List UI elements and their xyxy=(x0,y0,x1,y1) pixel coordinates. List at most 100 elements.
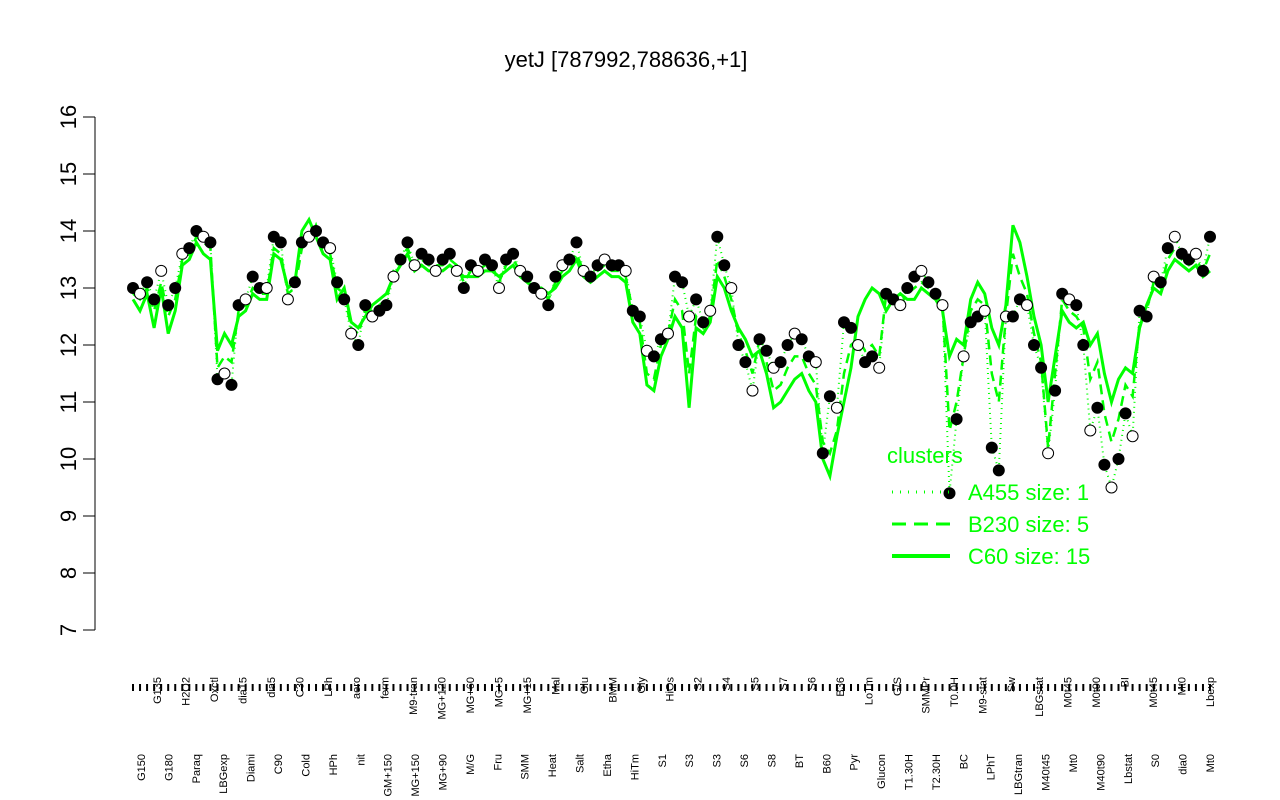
x-tick-label: Mt0 xyxy=(1205,754,1217,772)
data-point xyxy=(1168,230,1181,243)
x-tick-label: M40t45 xyxy=(1041,754,1053,791)
y-tick-label: 14 xyxy=(56,219,81,243)
data-point xyxy=(183,242,196,255)
x-tick-label: T1.30H xyxy=(903,754,915,790)
data-point xyxy=(823,390,836,403)
x-tick-label: M0t45 xyxy=(1063,677,1075,708)
data-point xyxy=(1042,447,1055,460)
data-point xyxy=(274,236,287,249)
x-tick-label: Gly xyxy=(636,677,648,694)
data-point xyxy=(662,327,674,340)
x-tick-label: M40t90 xyxy=(1095,754,1107,791)
data-point xyxy=(1028,339,1040,351)
x-tick-label: LPhT xyxy=(986,754,998,781)
data-point xyxy=(408,259,421,272)
x-tick-label: Oxctl xyxy=(209,677,221,702)
x-tick-label: M0t90 xyxy=(1091,677,1103,708)
data-point xyxy=(169,282,182,294)
data-point xyxy=(493,282,505,294)
data-point xyxy=(352,339,365,351)
x-tick-label: MG+60 xyxy=(465,677,477,713)
data-point xyxy=(281,293,294,306)
data-point xyxy=(542,299,555,312)
x-tick-label: S8 xyxy=(766,754,778,767)
data-point xyxy=(394,253,407,266)
x-tick-label: Cold xyxy=(300,754,312,777)
x-tick-label: BI xyxy=(1120,677,1132,687)
data-point xyxy=(697,316,710,329)
data-point xyxy=(1204,230,1216,243)
x-tick-label: aero xyxy=(351,677,363,699)
x-tick-label: LBGstat xyxy=(1034,677,1046,717)
x-tick-label: LBGexp xyxy=(218,754,230,794)
x-tick-label: nit xyxy=(355,754,367,766)
x-tick-label: G135 xyxy=(152,677,164,704)
data-point xyxy=(781,339,794,351)
x-tick-label: S1 xyxy=(657,754,669,767)
data-point xyxy=(239,293,252,306)
x-tick-label: M/G xyxy=(465,754,477,775)
data-point xyxy=(718,259,731,272)
x-tick-label: Paraq xyxy=(191,754,203,783)
data-point xyxy=(774,356,787,369)
x-tick-label: Fru xyxy=(492,754,504,771)
x-tick-label: M9-tran xyxy=(408,677,420,715)
data-point xyxy=(338,293,351,306)
x-tick-label: S6 xyxy=(739,754,751,767)
legend: clusters A455 size: 1 B230 size: 5 C60 s… xyxy=(887,443,1090,569)
data-point xyxy=(739,356,752,369)
data-point xyxy=(486,259,498,272)
y-tick-label: 15 xyxy=(56,162,81,186)
data-point xyxy=(162,299,175,312)
data-point xyxy=(647,350,660,363)
data-point xyxy=(324,242,337,255)
x-tick-label: G/S xyxy=(892,677,904,696)
data-point xyxy=(633,310,646,323)
x-tick-label: GM+150 xyxy=(383,754,395,797)
data-point xyxy=(760,344,773,357)
data-point xyxy=(901,282,914,294)
y-tick-label: 7 xyxy=(56,624,81,636)
x-tick-label: SMMPr xyxy=(920,677,932,714)
data-point xyxy=(978,304,991,317)
x-tick-label: T0.0H xyxy=(949,677,961,707)
data-point xyxy=(155,264,168,277)
data-point xyxy=(1006,310,1019,323)
legend-label-c60: C60 size: 15 xyxy=(968,544,1090,569)
x-tick-label: Mal xyxy=(550,677,562,695)
data-point xyxy=(521,270,534,283)
x-tick-label: Etha xyxy=(602,753,614,777)
data-point xyxy=(922,276,935,289)
data-point xyxy=(704,304,717,317)
data-point xyxy=(1140,310,1153,323)
x-tick-label: Lbexp xyxy=(1205,677,1217,707)
legend-label-b230: B230 size: 5 xyxy=(968,512,1089,537)
x-tick-label: SMM xyxy=(520,754,532,780)
x-tick-label: S3 xyxy=(684,754,696,767)
data-point xyxy=(288,276,301,289)
data-point xyxy=(795,333,808,346)
data-point xyxy=(535,287,548,300)
data-point xyxy=(457,282,470,294)
data-point xyxy=(507,247,520,260)
y-tick-label: 9 xyxy=(56,510,81,522)
data-point xyxy=(873,361,886,374)
x-tick-label: Diami xyxy=(246,754,258,782)
data-point xyxy=(148,293,161,306)
data-point xyxy=(1189,247,1202,260)
data-point xyxy=(134,287,146,300)
data-point xyxy=(1070,299,1083,312)
data-point xyxy=(450,264,463,277)
data-point xyxy=(746,384,759,397)
x-tick-label: Pyr xyxy=(849,754,861,771)
data-point xyxy=(809,356,822,369)
data-point xyxy=(753,333,766,346)
x-tick-label: C90 xyxy=(273,754,285,774)
x-tick-label: B36 xyxy=(835,677,847,697)
data-point xyxy=(915,264,928,277)
data-point xyxy=(141,276,154,289)
data-point xyxy=(1112,453,1125,465)
y-tick-label: 11 xyxy=(56,391,81,414)
x-tick-label: dia5 xyxy=(266,677,278,698)
x-tick-label: LoTm xyxy=(863,677,875,705)
